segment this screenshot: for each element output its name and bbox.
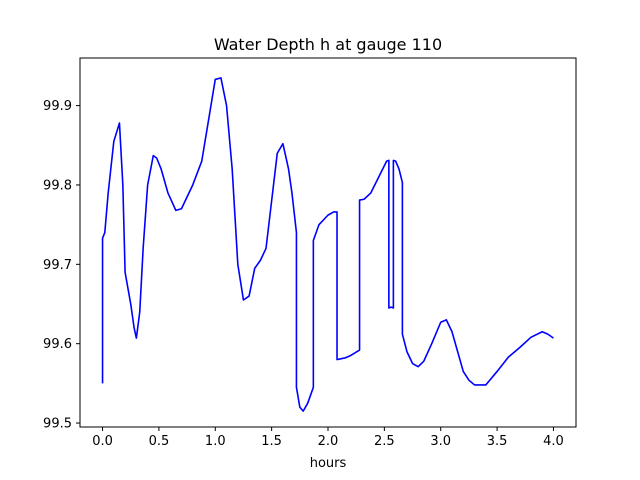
y-tick-label: 99.9: [43, 99, 72, 114]
x-tick-label: 3.0: [430, 434, 451, 449]
x-axis: 0.0 0.5 1.0 1.5 2.0 2.5 3.0 3.5 4.0: [92, 427, 564, 449]
x-tick-label: 3.5: [487, 434, 508, 449]
x-tick-label: 2.0: [318, 434, 339, 449]
y-axis: 99.5 99.6 99.7 99.8 99.9: [43, 99, 80, 432]
y-tick-label: 99.7: [43, 258, 72, 273]
series-line-0: [101, 77, 554, 412]
x-tick-label: 0.0: [92, 434, 113, 449]
y-tick-label: 99.5: [43, 417, 72, 432]
y-tick-label: 99.6: [43, 337, 72, 352]
chart-title: Water Depth h at gauge 110: [214, 35, 442, 54]
x-tick-label: 0.5: [149, 434, 170, 449]
x-tick-label: 1.5: [261, 434, 282, 449]
x-tick-label: 2.5: [374, 434, 395, 449]
series-layer: [101, 77, 554, 412]
x-tick-label: 4.0: [543, 434, 564, 449]
x-axis-label: hours: [310, 456, 347, 471]
y-tick-label: 99.8: [43, 178, 72, 193]
x-tick-label: 1.0: [205, 434, 226, 449]
